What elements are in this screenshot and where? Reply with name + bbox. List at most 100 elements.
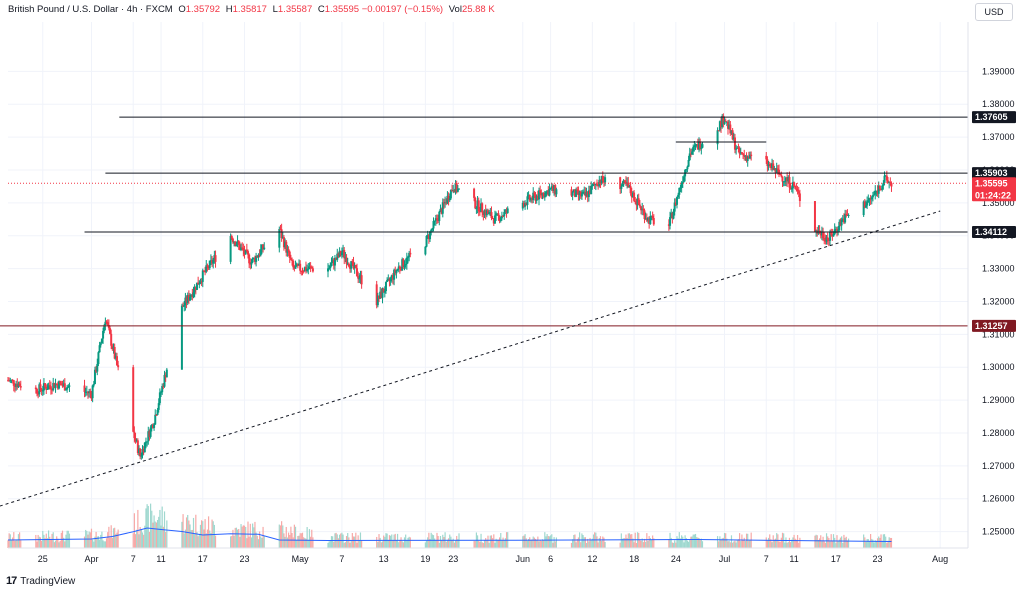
candle-body — [732, 137, 735, 140]
candle-body — [478, 211, 481, 213]
volume-bar — [777, 534, 779, 548]
candle-body — [236, 240, 239, 245]
candle-body — [648, 217, 651, 224]
candle-body — [287, 249, 290, 252]
volume-bar — [649, 537, 651, 548]
candle-body — [192, 292, 195, 297]
volume-bar — [286, 537, 289, 548]
candle-body — [680, 182, 683, 188]
candle-body — [823, 238, 826, 240]
candle-body — [504, 209, 507, 213]
candle-body — [869, 198, 872, 200]
candle-body — [621, 184, 624, 187]
candle-body — [538, 190, 541, 200]
volume-bar — [405, 534, 407, 548]
candle-body — [571, 192, 574, 196]
volume-bar — [161, 506, 163, 548]
volume-bar — [740, 541, 742, 548]
volume-bar — [254, 521, 256, 548]
volume-bar — [201, 520, 203, 548]
volume-bar — [844, 537, 846, 548]
candle-body — [68, 385, 71, 387]
candle-body — [7, 380, 9, 382]
candle-body — [294, 266, 297, 269]
volume-bar — [17, 534, 20, 548]
candle-body — [298, 263, 301, 266]
candle-body — [447, 195, 450, 201]
candle-body — [61, 385, 64, 387]
candle-body — [40, 389, 43, 391]
candle-body — [180, 305, 183, 370]
candle-body — [779, 173, 782, 175]
volume-bar — [242, 525, 244, 548]
candle-body — [583, 191, 586, 193]
candle-body — [547, 190, 550, 196]
candle-body — [846, 214, 849, 216]
candle-body — [12, 380, 15, 386]
volume-bar — [730, 535, 733, 548]
volume-bar — [214, 535, 217, 548]
currency-button[interactable]: USD — [975, 3, 1013, 21]
volume-bar — [576, 539, 578, 548]
volume-bar — [310, 536, 312, 548]
candle-body — [391, 275, 394, 280]
x-tick-label: 23 — [873, 554, 883, 564]
volume-bar — [45, 533, 47, 548]
volume-bar — [628, 533, 631, 548]
candle-body — [672, 211, 675, 219]
close-value: 1.35595 — [324, 4, 360, 15]
candle-body — [263, 247, 266, 250]
volume-bar — [494, 542, 496, 548]
volume-bar — [597, 542, 599, 548]
volume-bar — [109, 537, 111, 548]
candle-body — [104, 321, 107, 326]
volume-bar — [592, 534, 595, 548]
candle-body — [831, 234, 834, 237]
candle-body — [642, 208, 645, 211]
candle-body — [834, 228, 837, 230]
candle-body — [595, 184, 598, 186]
volume-bar — [681, 535, 683, 548]
volume-bar — [842, 542, 844, 548]
volume-bar — [626, 537, 628, 548]
candle-body — [311, 268, 314, 272]
volume-bar — [524, 534, 526, 548]
candle-body — [58, 381, 61, 389]
volume-bar — [100, 534, 102, 548]
x-tick-label: 18 — [629, 554, 639, 564]
volume-bar — [151, 510, 153, 548]
volume-bar — [298, 535, 300, 548]
candle-body — [352, 261, 355, 269]
candle-body — [262, 244, 265, 250]
candle-body — [102, 330, 105, 339]
volume-bar — [39, 537, 42, 548]
candle-body — [208, 260, 211, 269]
candle-body — [375, 284, 378, 306]
candle-body — [47, 385, 50, 390]
candle-body — [500, 216, 503, 219]
candle-body — [528, 195, 531, 201]
volume-bar — [489, 535, 491, 548]
volume-bar — [424, 542, 426, 548]
volume-bar — [788, 537, 791, 548]
candle-body — [845, 213, 848, 215]
x-tick-label: 24 — [671, 554, 681, 564]
candle-body — [491, 217, 494, 219]
volume-bar — [481, 542, 483, 548]
volume-bar — [59, 540, 61, 548]
candle-body — [109, 328, 112, 334]
candle-body — [771, 163, 774, 169]
candle-body — [251, 258, 254, 263]
y-tick-label: 1.25000 — [982, 527, 1015, 537]
candle-body — [503, 212, 506, 217]
volume-bar — [441, 540, 443, 548]
volume-bar — [297, 535, 299, 548]
volume-bar — [83, 536, 86, 548]
volume-bar — [97, 536, 100, 548]
symbol-title: British Pound / U.S. Dollar · 4h · FXCM — [8, 4, 173, 15]
tradingview-brand[interactable]: 17 TradingView — [6, 575, 75, 587]
candle-body — [674, 202, 677, 205]
candle-body — [398, 266, 401, 269]
candle-body — [206, 265, 209, 267]
